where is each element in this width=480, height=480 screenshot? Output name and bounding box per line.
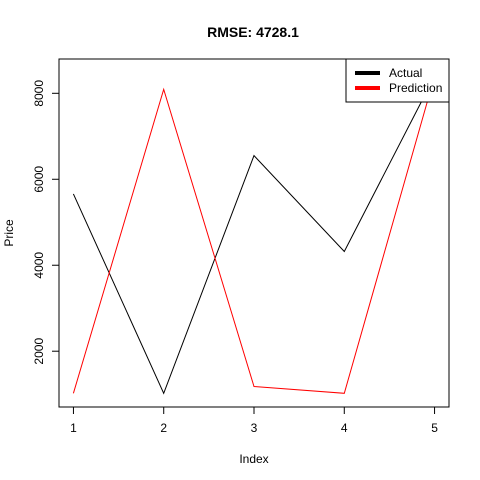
x-tick-label: 2 [160,421,167,435]
legend-label-actual: Actual [389,66,422,80]
y-axis: 2000 4000 6000 8000 [32,80,60,365]
chart-title: RMSE: 4728.1 [207,24,299,40]
series-line-actual [72,75,436,395]
series-line-prediction [72,75,436,394]
x-tick-label: 4 [341,421,348,435]
y-tick-label: 2000 [32,338,46,365]
x-axis-label: Index [239,452,268,466]
y-axis-label: Price [2,219,16,247]
x-tick-label: 1 [70,421,77,435]
series-layer [72,75,436,395]
y-tick-label: 6000 [32,166,46,193]
x-tick-label: 3 [251,421,258,435]
y-tick-label: 4000 [32,252,46,279]
legend-label-prediction: Prediction [389,81,442,95]
x-tick-label: 5 [431,421,438,435]
y-tick-label: 8000 [32,80,46,107]
legend-box [345,58,450,103]
x-axis: 1 2 3 4 5 [70,406,438,435]
